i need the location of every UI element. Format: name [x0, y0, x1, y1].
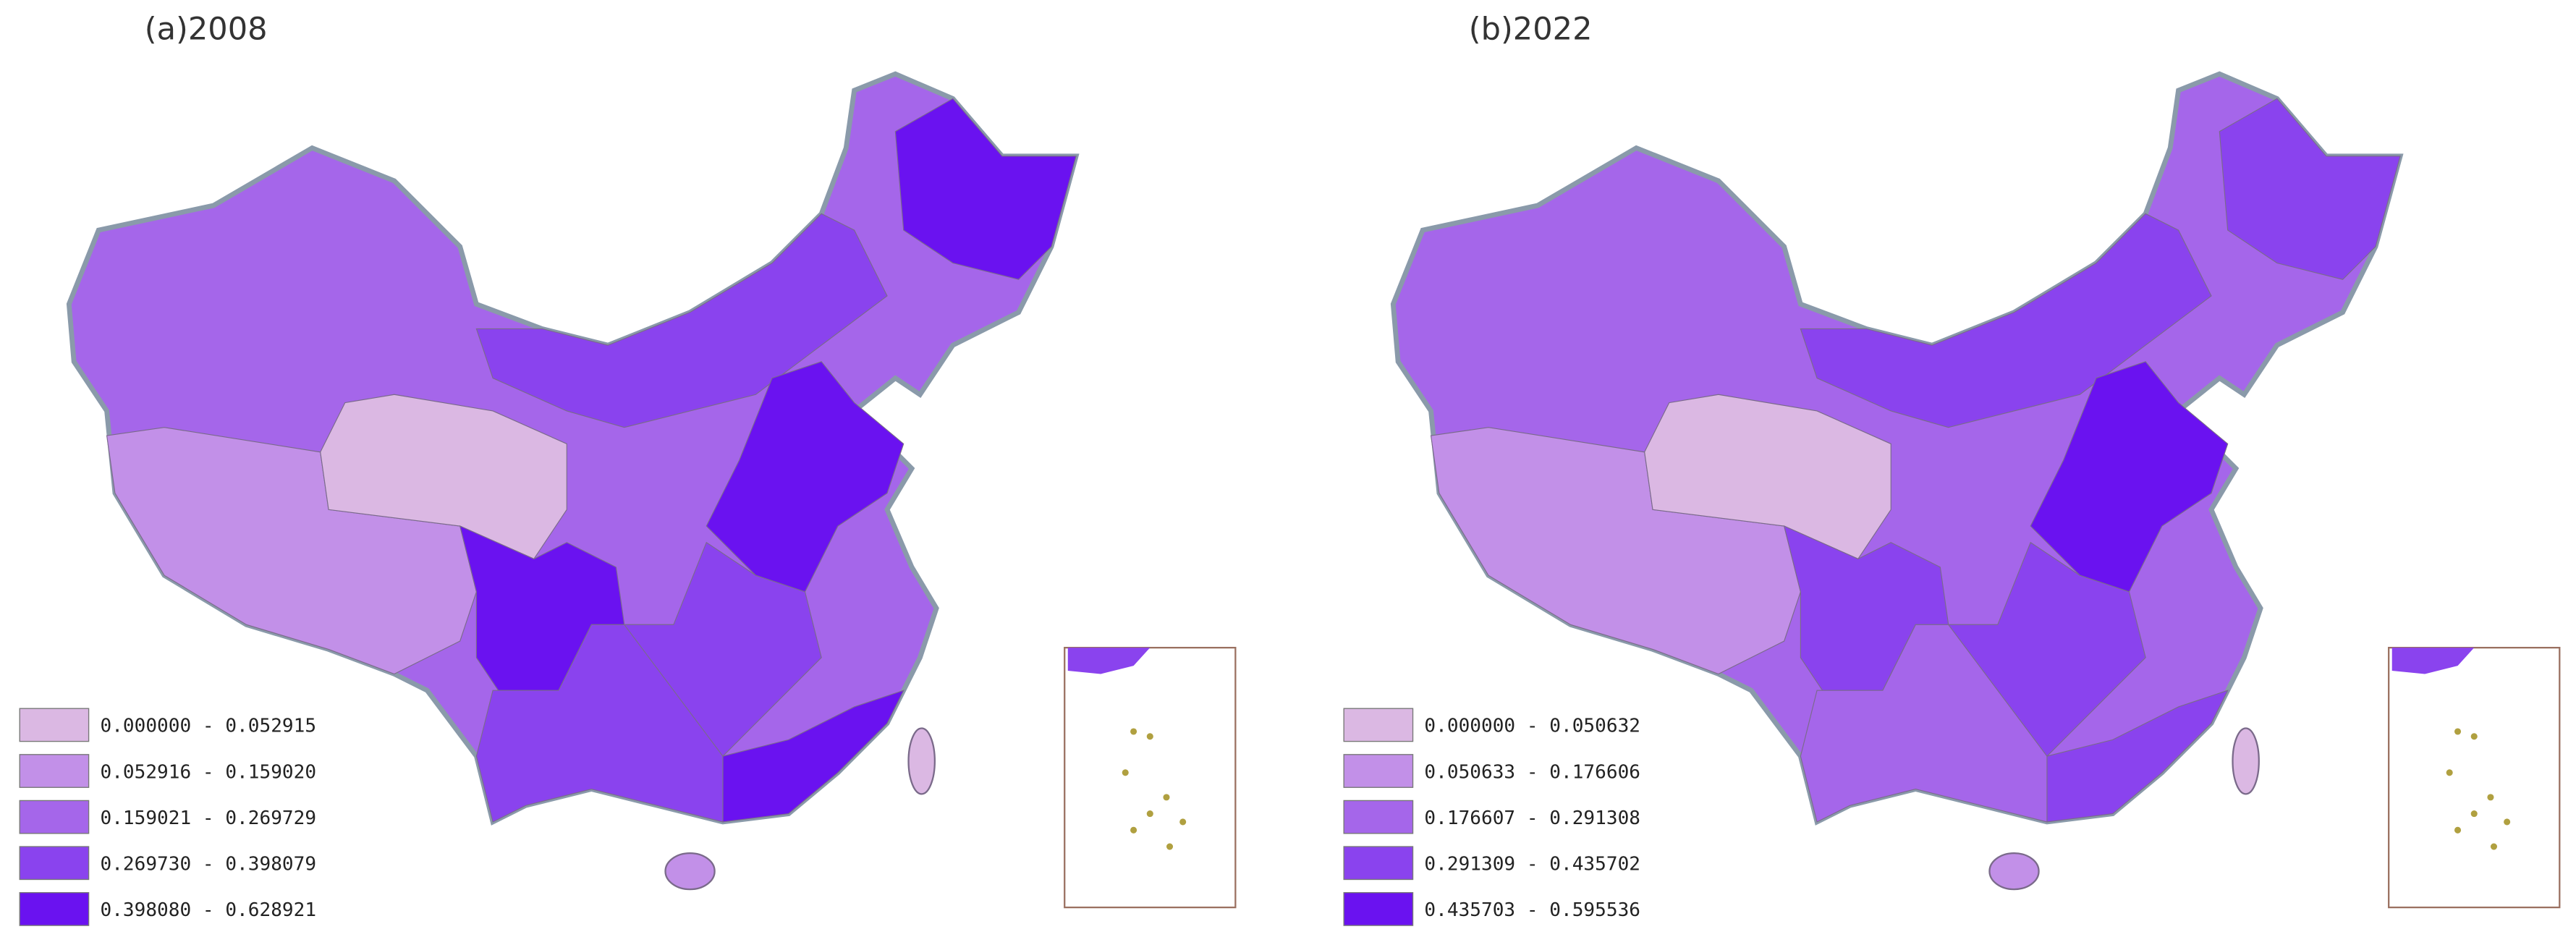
- legend-swatch: [19, 754, 90, 788]
- inset-island: [1130, 826, 1137, 834]
- province-region: [706, 361, 904, 593]
- inset-island: [2454, 728, 2462, 735]
- inset-island: [2487, 794, 2494, 801]
- legend-swatch: [1343, 846, 1414, 881]
- taiwan: [907, 727, 936, 795]
- province-region: [2030, 361, 2229, 593]
- legend-label: 0.000000 - 0.052915: [100, 716, 316, 737]
- taiwan: [2232, 727, 2260, 795]
- inset-coast: [2391, 648, 2475, 674]
- legend-label: 0.052916 - 0.159020: [100, 761, 316, 783]
- inset-island: [2504, 818, 2511, 826]
- inset-island: [2490, 843, 2498, 850]
- province-region: [1800, 213, 2212, 428]
- province-region: [475, 213, 888, 428]
- map-panel: (a)2008 0.000000 - 0.052915 0.052916 - 0.1…: [19, 12, 1237, 926]
- legend-label: 0.000000 - 0.050632: [1424, 716, 1640, 737]
- inset-island: [1179, 818, 1187, 826]
- legend-swatch: [1343, 800, 1414, 834]
- inset-island: [2446, 769, 2453, 776]
- legend-swatch: [19, 708, 90, 742]
- legend-label: 0.269730 - 0.398079: [100, 854, 316, 875]
- legend-label: 0.435703 - 0.595536: [1424, 899, 1640, 921]
- legend-swatch: [19, 891, 90, 926]
- legend-label: 0.050633 - 0.176606: [1424, 761, 1640, 783]
- hainan: [664, 852, 716, 891]
- legend-label: 0.159021 - 0.269729: [100, 807, 316, 829]
- province-region: [722, 690, 904, 823]
- legend-label: 0.291309 - 0.435702: [1424, 854, 1640, 875]
- legend-label: 0.398080 - 0.628921: [100, 899, 316, 921]
- legend-swatch: [1343, 754, 1414, 788]
- inset-island: [1166, 843, 1174, 850]
- province-region: [1644, 394, 1891, 560]
- province-region: [2219, 98, 2401, 280]
- inset-island: [2470, 733, 2478, 740]
- inset-island: [1122, 769, 1129, 776]
- panel-title: (a)2008: [145, 12, 268, 48]
- legend-swatch: [1343, 891, 1414, 926]
- legend-label: 0.176607 - 0.291308: [1424, 807, 1640, 829]
- province-region: [320, 394, 567, 560]
- inset-island: [1146, 733, 1153, 740]
- inset-island: [1163, 794, 1170, 801]
- panel-title: (b)2022: [1469, 12, 1593, 48]
- inset-island: [2454, 826, 2462, 834]
- province-region: [894, 98, 1077, 280]
- province-region: [623, 541, 822, 757]
- inset-frame: [1064, 647, 1237, 909]
- province-region: [1947, 541, 2146, 757]
- legend-swatch: [19, 846, 90, 881]
- inset-island: [1146, 810, 1153, 818]
- province-region: [2046, 690, 2229, 823]
- map-panel: (b)2022 0.000000 - 0.050632 0.050633 - 0.1…: [1343, 12, 2561, 926]
- inset-island: [1130, 728, 1137, 735]
- inset-island: [2470, 810, 2478, 818]
- legend-swatch: [1343, 708, 1414, 742]
- inset-frame: [2388, 647, 2561, 909]
- legend-swatch: [19, 800, 90, 834]
- inset-coast: [1067, 648, 1151, 674]
- hainan: [1988, 852, 2040, 891]
